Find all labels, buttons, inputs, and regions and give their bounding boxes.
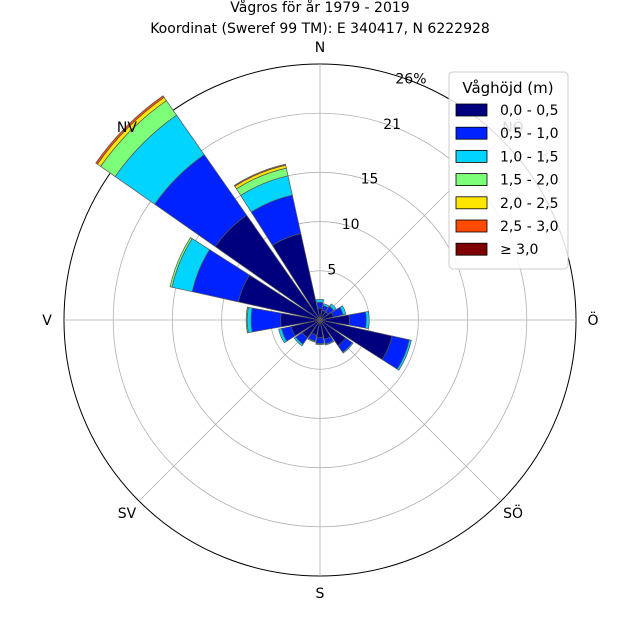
legend-swatch: [455, 149, 488, 163]
rose-bar-segment: [233, 163, 287, 187]
legend-label: 1,0 - 1,5: [500, 149, 558, 165]
direction-label: N: [315, 40, 325, 56]
legend-title: Våghöjd (m): [462, 79, 553, 97]
rose-bar-segment: [315, 337, 325, 344]
radial-tick-label: 26%: [395, 71, 426, 87]
rose-bar-segment: [396, 339, 412, 371]
direction-label: SV: [118, 506, 137, 522]
legend-swatch: [455, 173, 488, 187]
legend-items: 0,0 - 0,5 0,5 - 1,0 1,0 - 1,5 1,5 - 2,0 2,0 …: [455, 103, 558, 258]
rose-bar-segment: [315, 342, 325, 345]
legend-swatch: [455, 126, 488, 140]
rose-bar-segment: [316, 301, 324, 309]
radial-tick-label: 10: [342, 217, 360, 233]
grid-spoke: [138, 319, 321, 502]
rose-bar-segment: [307, 337, 316, 343]
rose-bar-segment: [329, 303, 337, 311]
rose-bar-segment: [278, 328, 288, 344]
legend-swatch: [455, 103, 488, 117]
rose-bar-segment: [293, 336, 304, 347]
rose-bar-segment: [95, 95, 165, 165]
legend-label: 2,5 - 3,0: [500, 219, 558, 235]
radial-tick-label: 21: [383, 117, 401, 133]
rose-bar-segment: [348, 311, 367, 329]
rose-bar-segment: [324, 340, 335, 346]
rose-bar-segment: [316, 298, 324, 303]
rose-bar-segment: [245, 306, 249, 334]
legend-frame: [448, 71, 569, 270]
rose-bar-segment: [339, 305, 347, 316]
chart-title: Vågros för år 1979 - 2019: [230, 0, 409, 16]
rose-bars: [95, 95, 412, 371]
direction-label: S: [316, 586, 325, 602]
rose-bar-segment: [365, 311, 370, 329]
direction-label: Ö: [587, 311, 598, 329]
legend-label: 0,0 - 0,5: [500, 103, 558, 119]
radial-tick-label: 15: [361, 172, 379, 188]
rose-bar-segment: [342, 342, 354, 354]
radial-tick-label: 5: [327, 263, 336, 279]
chart-subtitle: Koordinat (Sweref 99 TM): E 340417, N 62…: [150, 21, 490, 37]
legend: Våghöjd (m) 0,0 - 0,5 0,5 - 1,0 1,0 - 1,5 1…: [448, 71, 569, 270]
direction-label: NV: [117, 120, 137, 136]
grid-spoke: [319, 319, 502, 502]
legend-label: 2,0 - 2,5: [500, 196, 558, 212]
legend-label: ≥ 3,0: [500, 242, 538, 258]
direction-label: V: [42, 313, 52, 329]
legend-label: 0,5 - 1,0: [500, 126, 558, 142]
rose-bar-segment: [250, 307, 282, 333]
rose-bar-segment: [169, 236, 193, 288]
legend-swatch: [455, 242, 488, 256]
rose-bar-segment: [322, 303, 330, 309]
direction-label: SÖ: [503, 504, 523, 522]
legend-swatch: [455, 196, 488, 210]
legend-swatch: [455, 219, 488, 233]
legend-label: 1,5 - 2,0: [500, 173, 558, 189]
